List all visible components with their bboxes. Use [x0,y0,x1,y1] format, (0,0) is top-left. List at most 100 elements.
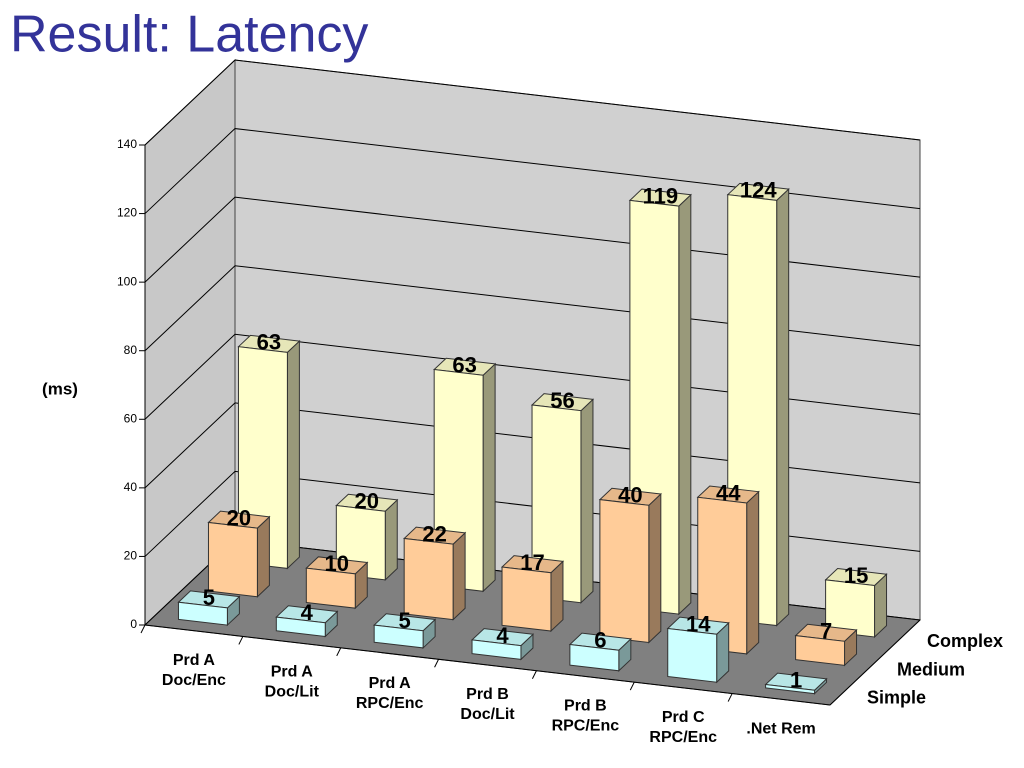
x-tick-label: .Net Rem [746,721,815,738]
bar-front [237,346,288,569]
value-label: 22 [422,521,446,546]
value-label: 4 [301,600,314,625]
bar-front [569,643,620,672]
bar-side [452,531,466,621]
y-tick-label: 140 [117,137,137,151]
y-tick-label: 100 [117,274,137,288]
bar-front [471,639,522,660]
y-tick-label: 120 [117,206,137,220]
value-label: 20 [355,489,379,514]
x-tick [238,636,244,645]
bar: 20 [207,505,271,598]
x-tick-label: Prd B [466,686,509,703]
value-label: 63 [257,330,281,355]
value-label: 40 [618,483,642,508]
bar: 56 [530,388,595,604]
grid-line [144,59,921,146]
bar: 15 [824,563,888,639]
bar: 40 [598,483,662,644]
bar: 7 [794,619,858,667]
bar: 5 [373,608,437,650]
bar: 17 [500,550,565,633]
value-label: 15 [844,563,868,588]
bar: 44 [696,480,760,656]
x-tick-label: Doc/Lit [265,683,320,700]
y-tick-label: 60 [124,411,138,425]
bar: 10 [305,551,369,610]
value-label: 7 [820,619,832,644]
value-label: 1 [790,668,802,693]
bar-front [667,627,718,683]
x-tick-label: RPC/Enc [649,729,717,746]
x-axis [144,624,831,706]
bar-side [776,187,790,627]
value-label: 5 [203,585,215,610]
grid-line [144,402,921,489]
bar: 63 [237,330,301,570]
grid-line [144,333,921,420]
x-tick-label: Prd A [369,675,412,692]
bar-front [207,521,258,598]
bar-front [531,404,582,604]
bar-side [482,362,496,593]
value-label: 4 [496,623,509,648]
depth-axis [829,619,921,706]
bar-front [305,567,356,609]
bar-side [580,398,594,604]
series-label: Complex [927,631,1003,651]
bar-front [177,601,228,626]
bar: 4 [470,623,535,661]
x-tick-label: Prd A [173,652,216,669]
grid-line [144,470,921,557]
value-label: 6 [594,628,606,653]
grid-line [144,196,921,283]
x-tick [434,659,440,668]
value-label: 10 [325,551,349,576]
x-tick [629,681,635,691]
grid-line [144,128,921,214]
bar: 5 [177,585,241,627]
bar-side [286,339,300,570]
y-tick-label: 0 [130,617,137,631]
series-label: Simple [867,688,926,708]
bar-side [550,560,564,633]
bar-front [599,499,650,644]
bar-side [648,492,662,644]
bar-side [746,490,760,656]
x-tick [727,693,733,702]
bar: 4 [275,600,339,638]
value-label: 119 [643,183,679,208]
bar-front [373,624,424,649]
x-tick-label: Doc/Enc [162,672,226,689]
x-tick-label: Prd C [662,709,705,726]
bar-front [501,566,552,632]
bar: 14 [666,612,730,684]
bar: 1 [764,668,828,695]
y-tick-label: 20 [124,549,138,563]
bar-side [678,193,692,616]
x-tick-label: Prd A [271,663,314,680]
x-tick-label: Prd B [564,698,607,715]
x-tick [531,670,537,679]
value-label: 44 [716,480,741,505]
chart-title: Result: Latency [10,6,368,64]
x-tick [336,647,342,657]
value-label: 63 [452,353,476,378]
x-tick [140,624,146,634]
bar-front [795,635,846,666]
value-label: 14 [686,612,711,637]
bar-front [825,579,876,638]
value-label: 5 [399,608,411,633]
y-axis-label: (ms) [42,379,78,398]
x-tick-label: Doc/Lit [460,706,515,723]
bar: 124 [726,178,790,627]
value-label: 124 [740,178,777,203]
value-label: 56 [550,388,574,413]
series-label: Medium [897,659,965,679]
value-label: 20 [227,505,251,530]
grid-line [144,265,921,352]
bar: 22 [403,521,467,621]
y-tick-label: 40 [124,480,138,494]
